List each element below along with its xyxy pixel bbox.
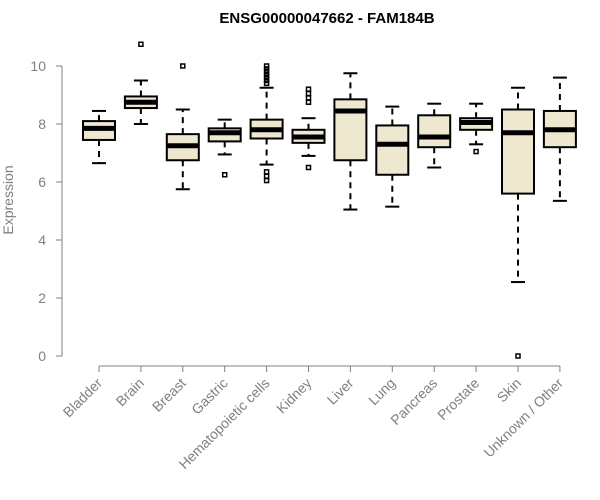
y-tick-label-10: 10 (30, 58, 46, 74)
outlier-point (263, 66, 270, 72)
y-axis: 0 2 4 6 8 10 (30, 58, 63, 364)
box-1 (123, 41, 158, 125)
outlier-point (473, 148, 479, 155)
outlier-point (263, 71, 270, 78)
box-10 (501, 86, 535, 359)
outlier-point (305, 99, 312, 105)
x-tick-label-10: Skin (494, 375, 525, 406)
box-0 (82, 109, 116, 165)
outlier-point (263, 177, 270, 184)
box-9 (459, 102, 494, 155)
box-iqr (501, 108, 535, 195)
outlier-point (263, 74, 270, 81)
box-5 (291, 86, 326, 171)
outlier-point (180, 63, 186, 69)
x-tick-label-7: Lung (365, 375, 398, 408)
outlier-point (305, 86, 312, 92)
x-tick-label-5: Kidney (273, 375, 315, 417)
outlier-point (138, 41, 144, 47)
y-tick-label-0: 0 (38, 348, 46, 364)
box-11 (542, 76, 577, 202)
x-tick-label-9: Prostate (434, 375, 482, 423)
box-6 (333, 72, 368, 211)
outlier-point (263, 173, 270, 179)
box-7 (375, 105, 410, 208)
y-tick-label-2: 2 (38, 290, 46, 306)
x-tick-label-0: Bladder (60, 375, 106, 421)
x-tick-label-1: Brain (113, 375, 147, 409)
y-tick-label-4: 4 (38, 232, 46, 248)
box-iqr (375, 124, 410, 176)
outlier-point (305, 164, 312, 171)
box-3 (207, 118, 242, 178)
box-8 (417, 102, 452, 169)
chart-title: ENSG00000047662 - FAM184B (219, 10, 434, 27)
outlier-point (263, 169, 270, 175)
box-4 (249, 63, 284, 184)
outlier-point (305, 95, 312, 101)
x-tick-label-2: Breast (149, 375, 189, 415)
outlier-point (263, 77, 270, 84)
boxes-layer (82, 41, 577, 359)
outlier-point (263, 69, 270, 75)
outlier-point (263, 63, 270, 69)
box-iqr (417, 114, 452, 149)
x-tick-label-6: Liver (324, 375, 357, 408)
box-2 (165, 63, 200, 191)
y-tick-label-6: 6 (38, 174, 46, 190)
outlier-point (305, 90, 312, 97)
outlier-point (221, 172, 228, 178)
x-tick-label-8: Pancreas (387, 375, 440, 428)
outlier-point (263, 80, 270, 87)
outlier-point (515, 353, 521, 359)
y-axis-label: Expression (0, 165, 16, 234)
x-tick-label-11: Unknown / Other (480, 375, 566, 461)
y-tick-label-8: 8 (38, 116, 46, 132)
